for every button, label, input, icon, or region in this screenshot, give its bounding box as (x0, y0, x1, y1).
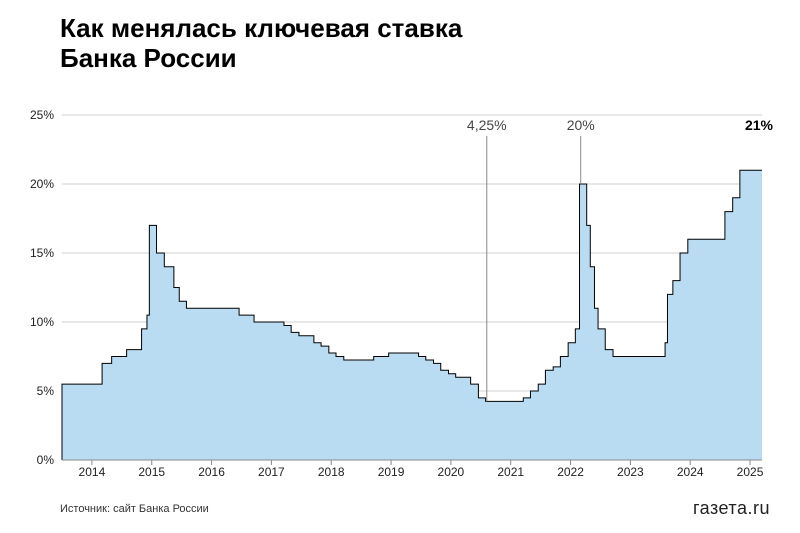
x-axis-label: 2019 (378, 465, 405, 479)
y-axis-label: 15% (30, 246, 54, 260)
chart-title: Как менялась ключевая ставка Банка Росси… (60, 14, 462, 74)
x-axis-label: 2018 (318, 465, 345, 479)
x-axis-label: 2020 (438, 465, 465, 479)
x-axis-label: 2015 (138, 465, 165, 479)
x-axis-label: 2021 (497, 465, 524, 479)
x-axis-label: 2014 (79, 465, 106, 479)
y-axis-label: 0% (37, 453, 54, 467)
title-line-1: Как менялась ключевая ставка (60, 14, 462, 44)
svg-text:20%: 20% (567, 117, 595, 133)
brand-logo: газета.ru (693, 498, 770, 519)
x-axis-label: 2024 (677, 465, 704, 479)
y-axis-label: 25% (30, 108, 54, 122)
y-axis-label: 20% (30, 177, 54, 191)
x-axis-label: 2022 (557, 465, 584, 479)
y-axis-label: 5% (37, 384, 54, 398)
x-axis-label: 2016 (198, 465, 225, 479)
title-line-2: Банка России (60, 44, 462, 74)
y-axis-label: 10% (30, 315, 54, 329)
chart-svg: 4,25%20%21% (62, 115, 762, 460)
chart-container: Как менялась ключевая ставка Банка Росси… (0, 0, 800, 533)
svg-text:21%: 21% (745, 117, 774, 133)
svg-text:4,25%: 4,25% (467, 117, 507, 133)
source-label: Источник: сайт Банка России (60, 503, 209, 515)
chart-plot-area: 4,25%20%21% 0%5%10%15%20%25% 20142015201… (62, 115, 762, 460)
x-axis-label: 2017 (258, 465, 285, 479)
x-axis-label: 2023 (617, 465, 644, 479)
x-axis-label: 2025 (737, 465, 764, 479)
